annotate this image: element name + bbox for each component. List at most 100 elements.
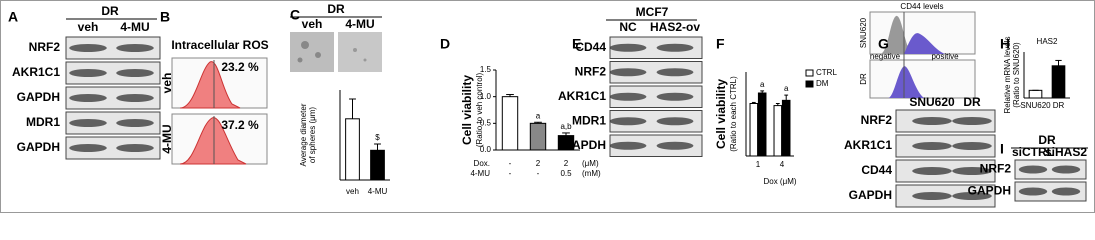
blot-column: siCTRL <box>1012 145 1054 159</box>
image-label: 4-MU <box>345 17 374 31</box>
blot-strip <box>1014 181 1087 202</box>
sphere <box>353 48 357 52</box>
y-tick-label: 1.0 <box>480 92 492 101</box>
band <box>1051 187 1081 196</box>
blot-strip <box>65 36 161 60</box>
blot-strip <box>65 86 161 110</box>
blot-column: HAS2-ov <box>650 20 700 34</box>
band <box>1018 165 1048 174</box>
panel-title: CD44 levels <box>900 2 943 11</box>
bar <box>345 118 360 181</box>
x-tick-label: SNU620 <box>1020 101 1051 110</box>
band <box>656 43 694 52</box>
band <box>912 117 952 125</box>
row-label: 4-MU <box>160 124 174 153</box>
x-tick-label: 4 <box>780 160 785 169</box>
blot-column: siHAS2 <box>1045 145 1087 159</box>
band <box>609 92 647 101</box>
bar <box>757 92 767 157</box>
blot-row-label: NRF2 <box>861 113 893 127</box>
blot-row-label: GAPDH <box>17 140 60 154</box>
band <box>116 44 154 52</box>
bar <box>557 135 575 151</box>
percent-label: 23.2 % <box>221 60 259 74</box>
percent-label: 37.2 % <box>221 118 259 132</box>
annotation: a <box>760 80 765 89</box>
panel-label: B <box>160 9 170 25</box>
sphere-images <box>290 32 382 72</box>
y-axis-label: of spheres (μm) <box>308 107 317 164</box>
panel-label: A <box>8 9 18 25</box>
band <box>656 92 694 101</box>
blot-column: veh <box>78 20 99 34</box>
blot-column: NC <box>619 20 637 34</box>
histogram <box>888 66 924 98</box>
y-axis-label: Cell viability <box>460 75 474 145</box>
band <box>609 43 647 52</box>
y-tick-label: 1.5 <box>480 65 492 74</box>
blot-row-label: NRF2 <box>575 64 607 78</box>
blot-header: DR <box>101 4 119 18</box>
band <box>912 167 952 175</box>
y-axis-label: (Ratio to each CTRL) <box>729 76 738 152</box>
annotation: a <box>784 84 789 93</box>
blot-strip <box>65 61 161 85</box>
band <box>1018 187 1048 196</box>
blot-row-label: NRF2 <box>980 162 1012 176</box>
axis-label: positive <box>931 52 959 61</box>
image-label: veh <box>302 17 323 31</box>
band <box>69 144 107 152</box>
band <box>69 44 107 52</box>
blot-strip <box>65 111 161 135</box>
y-axis-label: (Ratio to SNU620) <box>1012 42 1021 108</box>
legend-swatch <box>805 80 814 88</box>
panel-label: G <box>878 36 889 52</box>
sphere <box>315 52 321 58</box>
annotation: a <box>536 111 541 120</box>
bar <box>773 105 783 157</box>
band <box>609 117 647 126</box>
bar <box>529 122 547 151</box>
blot-header: DR <box>1038 133 1056 147</box>
blot-row-label: AKR1C1 <box>844 138 892 152</box>
x-tick-label: 4-MU <box>368 187 388 196</box>
histogram <box>179 117 247 165</box>
bar <box>781 99 791 157</box>
condition-value: 2 <box>564 159 569 168</box>
blot-row-label: NRF2 <box>29 40 61 54</box>
y-axis-label: Average diameter <box>299 103 308 166</box>
band <box>116 69 154 77</box>
panel-label: E <box>572 36 581 52</box>
condition-value: 0.5 <box>560 169 572 178</box>
x-axis-label: Dox (μM) <box>763 177 796 186</box>
bar <box>1028 89 1043 99</box>
band <box>912 192 952 200</box>
ros-histograms <box>171 57 268 165</box>
band <box>656 141 694 150</box>
band <box>952 142 992 150</box>
legend-swatch <box>805 69 814 77</box>
y-tick-label: 0.5 <box>480 118 492 127</box>
panel-label: I <box>1000 141 1004 157</box>
histogram <box>179 61 241 109</box>
condition-name: 4-MU <box>470 169 490 178</box>
x-tick-label: DR <box>1053 101 1065 110</box>
band <box>1051 165 1081 174</box>
condition-value: - <box>509 169 512 178</box>
blot-row-label: AKR1C1 <box>12 65 60 79</box>
blot-column: 4-MU <box>120 20 149 34</box>
band <box>69 94 107 102</box>
panel-label: H <box>1000 36 1010 52</box>
cd44-histograms <box>869 11 976 99</box>
chart-title: HAS2 <box>1037 37 1058 46</box>
band <box>952 167 992 175</box>
y-axis-label: (Ratio to veh control) <box>475 73 484 148</box>
panel-label: D <box>440 36 450 52</box>
condition-unit: (μM) <box>582 159 599 168</box>
row-label: DR <box>859 73 868 85</box>
band <box>952 192 992 200</box>
y-tick-label: 0.0 <box>480 145 492 154</box>
condition-value: - <box>509 159 512 168</box>
bar <box>749 103 759 157</box>
bar <box>501 96 519 151</box>
